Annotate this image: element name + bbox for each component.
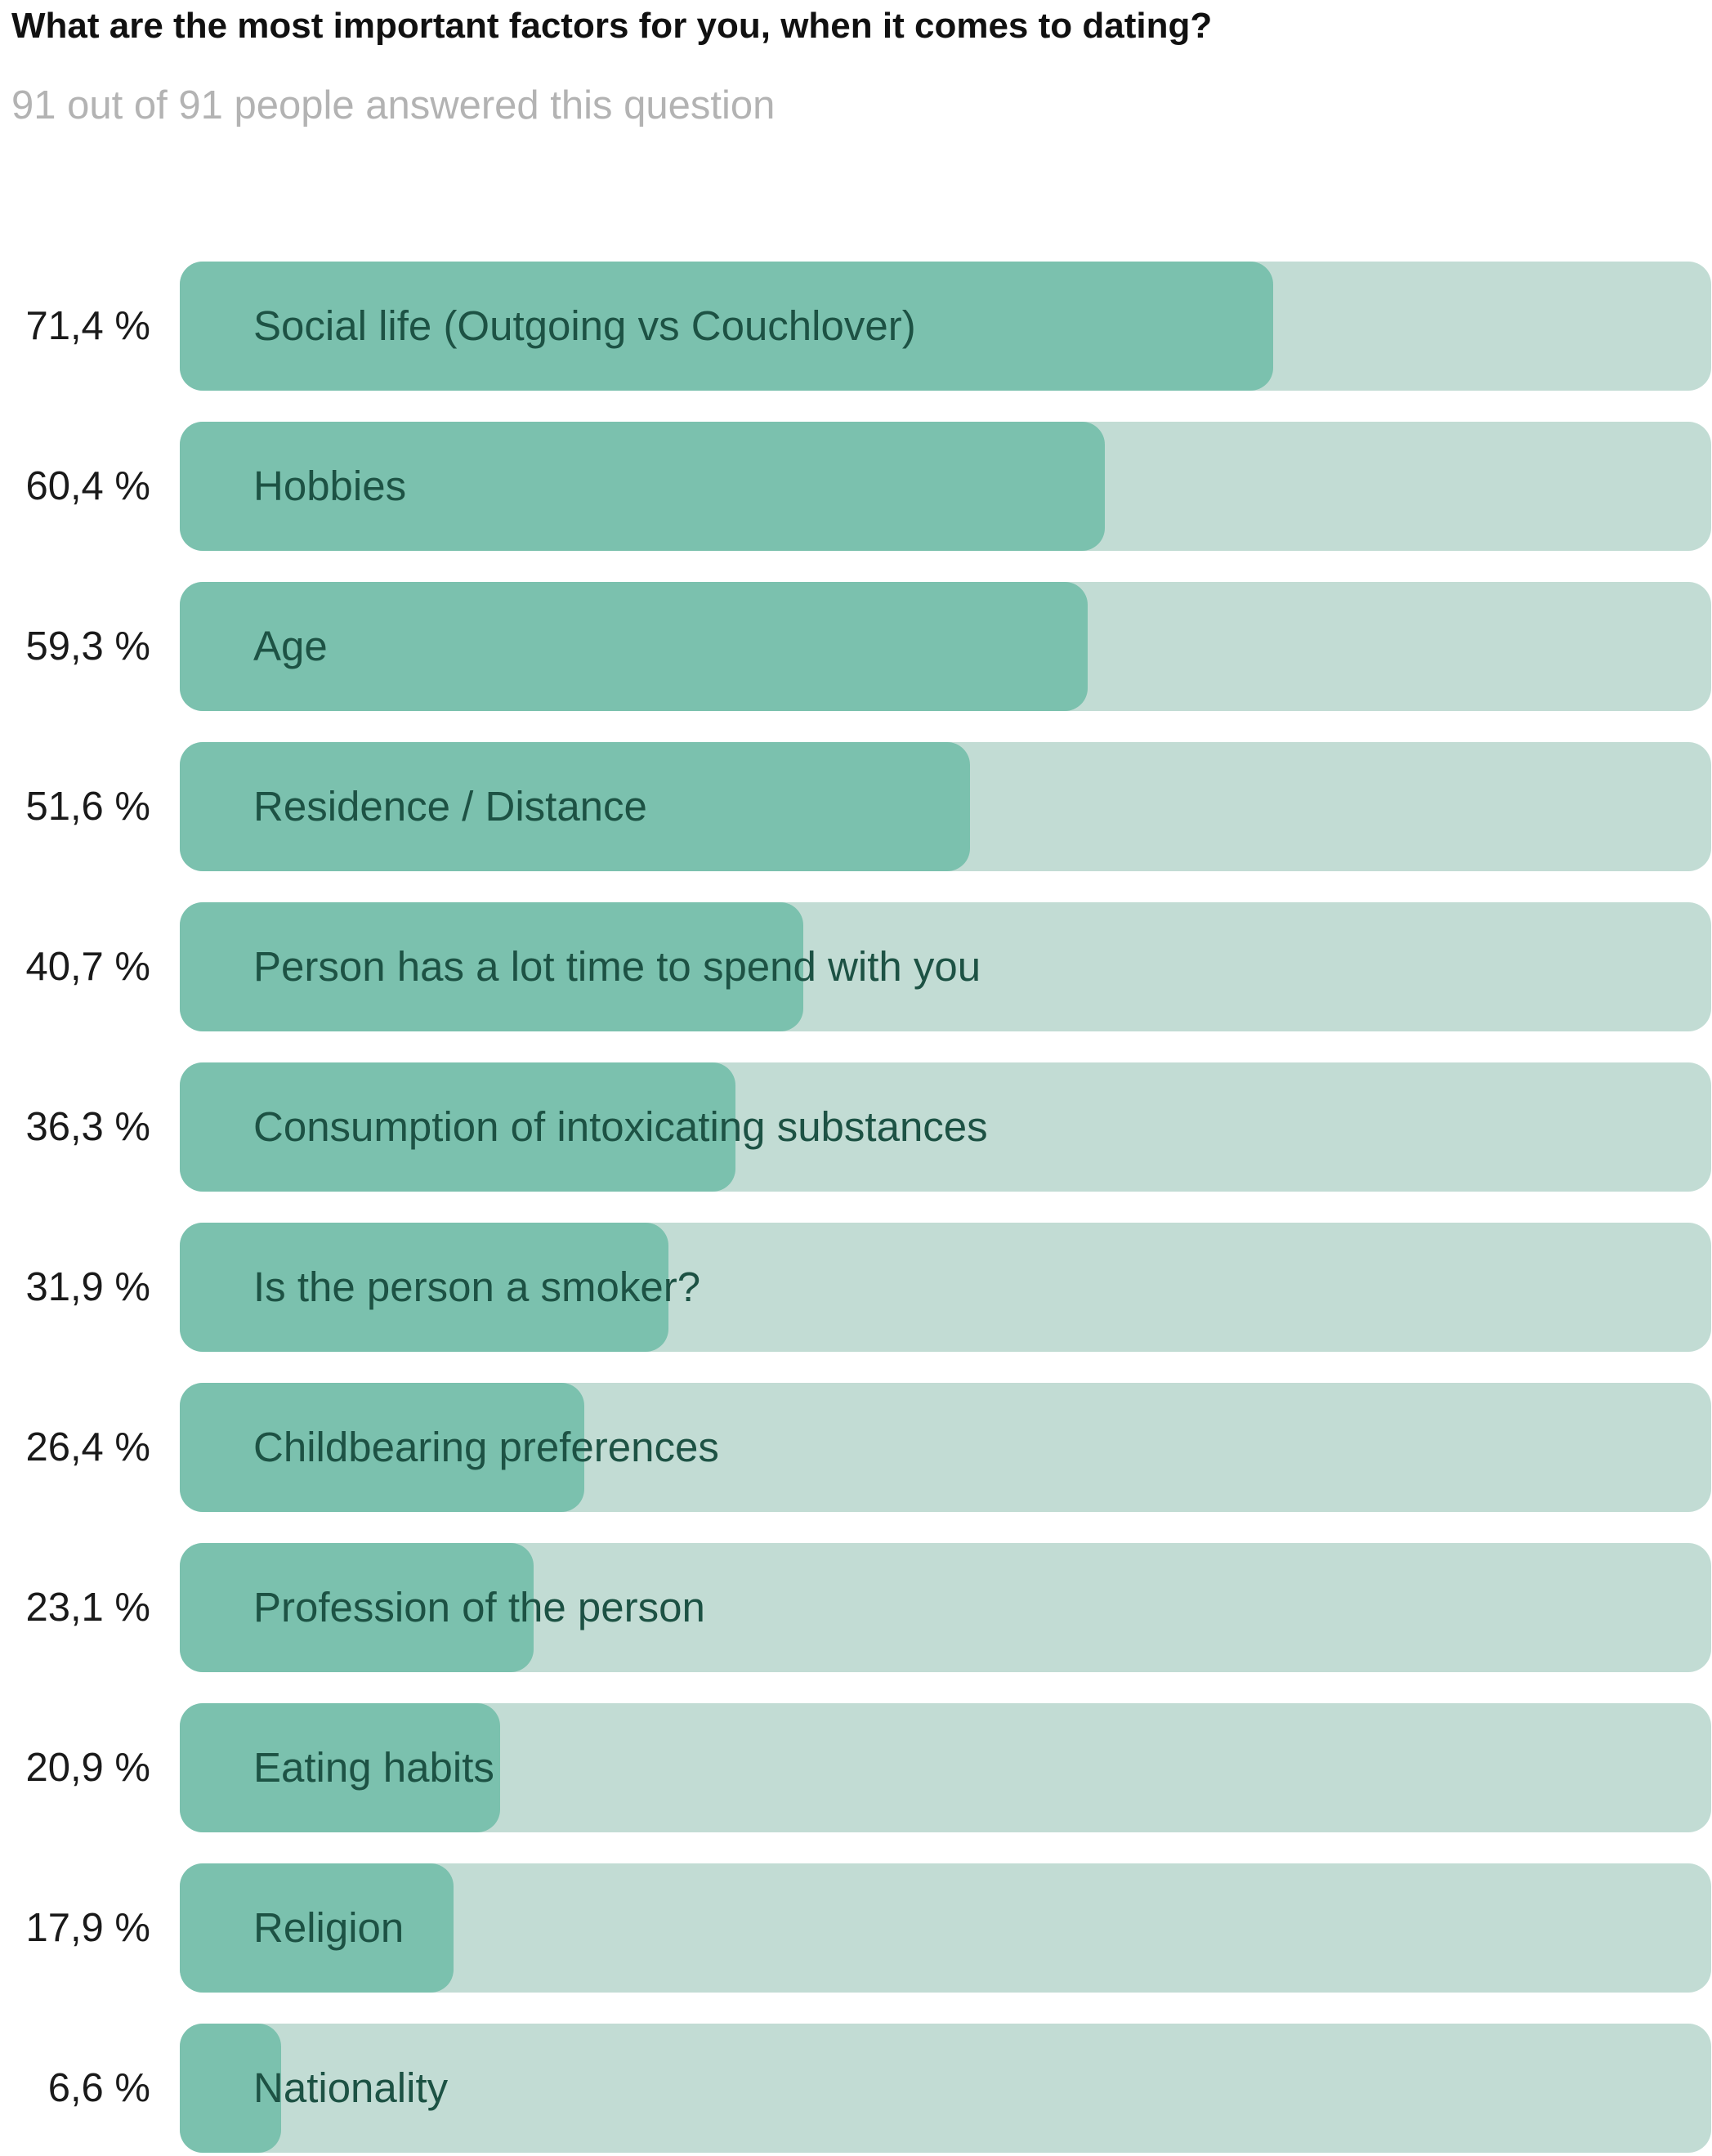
bar-row: 31,9 % Is the person a smoker? [0, 1223, 1712, 1352]
bar [180, 742, 970, 871]
bar-category-label: Is the person a smoker? [253, 1264, 701, 1310]
bar [180, 1223, 668, 1352]
bar-category-label: Social life (Outgoing vs Couchlover) [253, 302, 916, 349]
bar [180, 1062, 736, 1192]
bar-category-label: Profession of the person [253, 1584, 705, 1630]
bar-category-label: Age [253, 623, 328, 669]
bar-value-label: 51,6 % [25, 785, 150, 829]
bar [180, 1383, 584, 1512]
bar [180, 582, 1088, 711]
bar-value-label: 36,3 % [25, 1105, 150, 1149]
bar [180, 1863, 454, 1993]
bar [180, 2024, 281, 2153]
bar-category-label: Eating habits [253, 1744, 494, 1791]
bar-row: 40,7 % Person has a lot time to spend wit… [0, 902, 1712, 1031]
bar-row: 59,3 % Age [0, 582, 1712, 711]
bar-row: 71,4 % Social life (Outgoing vs Couchlove… [0, 262, 1712, 391]
chart-title: What are the most important factors for … [11, 6, 1213, 46]
bar-category-label: Hobbies [253, 463, 407, 509]
bar-row: 20,9 % Eating habits [0, 1703, 1712, 1832]
bar-category-label: Nationality [253, 2064, 449, 2111]
bar-value-label: 60,4 % [25, 464, 150, 508]
bar [180, 1703, 500, 1832]
bar-value-label: 6,6 % [47, 2066, 150, 2110]
bar-track [180, 2024, 1711, 2153]
bar-value-label: 40,7 % [25, 945, 150, 989]
bar-row: 6,6 % Nationality [0, 2024, 1712, 2153]
bar-row: 60,4 % Hobbies [0, 422, 1712, 551]
bar-value-label: 26,4 % [25, 1425, 150, 1469]
bar [180, 262, 1274, 391]
bar-category-label: Person has a lot time to spend with you [253, 943, 981, 990]
bar [180, 902, 803, 1031]
chart-subtitle: 91 out of 91 people answered this questi… [11, 83, 776, 127]
bar-row: 36,3 % Consumption of intoxicating substa… [0, 1062, 1712, 1192]
bar-value-label: 23,1 % [25, 1586, 150, 1630]
bar-value-label: 59,3 % [25, 624, 150, 669]
bar-row: 23,1 % Profession of the person [0, 1543, 1712, 1672]
bar-row: 17,9 % Religion [0, 1863, 1712, 1993]
bar [180, 422, 1105, 551]
bar-category-label: Childbearing preferences [253, 1424, 719, 1470]
bar-row: 51,6 % Residence / Distance [0, 742, 1712, 871]
bar-row: 26,4 % Childbearing preferences [0, 1383, 1712, 1512]
bar [180, 1543, 534, 1672]
bar-value-label: 71,4 % [25, 304, 150, 348]
bar-category-label: Residence / Distance [253, 783, 647, 830]
bar-value-label: 31,9 % [25, 1265, 150, 1309]
bar-category-label: Religion [253, 1904, 405, 1951]
bar-category-label: Consumption of intoxicating substances [253, 1103, 988, 1150]
bar-value-label: 17,9 % [25, 1906, 150, 1950]
bar-value-label: 20,9 % [25, 1746, 150, 1790]
